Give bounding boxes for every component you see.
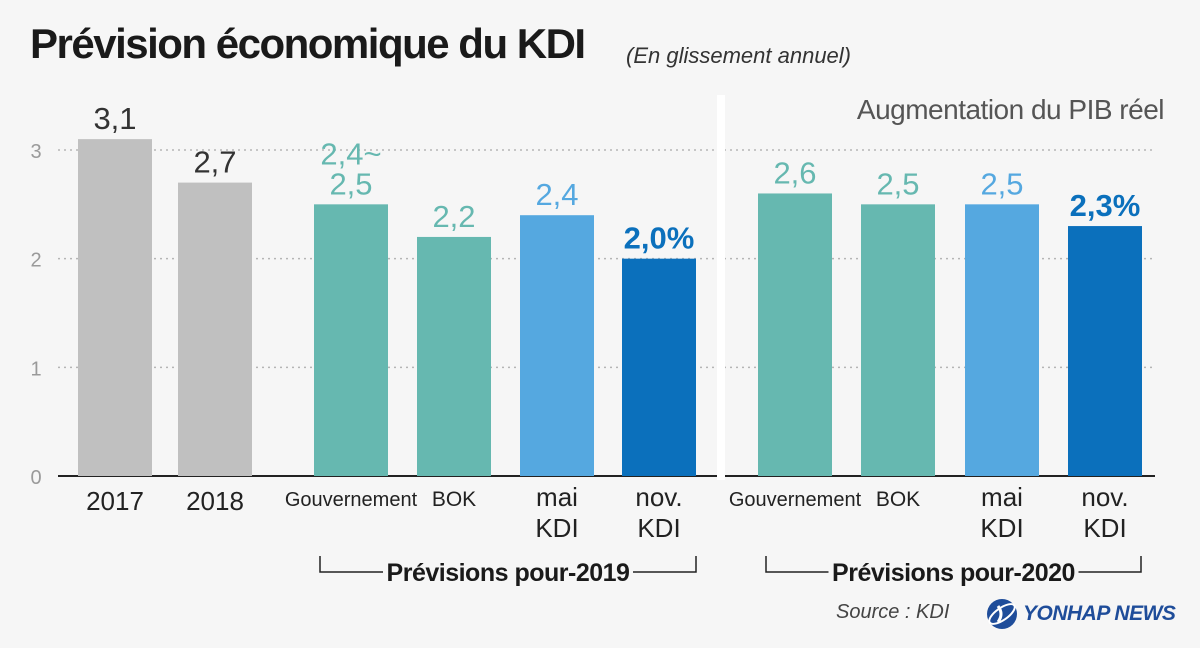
group-bracket-right: [1078, 556, 1142, 573]
x-category-label: BOK: [432, 488, 476, 511]
y-tick-label: 1: [30, 358, 41, 380]
x-category-label: Gouvernement: [729, 489, 862, 511]
x-category-label: nov.: [635, 482, 682, 512]
bar: [965, 204, 1039, 477]
bar-value-label: 2,2: [432, 199, 475, 234]
bar-value-label: 2,6: [773, 155, 816, 190]
x-category-label: KDI: [980, 513, 1023, 543]
bar: [417, 236, 491, 476]
y-tick-label: 2: [30, 250, 41, 272]
bar: [314, 204, 388, 477]
yonhap-logo: YONHAP NEWS: [985, 596, 1176, 632]
x-category-label: 2017: [86, 486, 144, 516]
y-axis-label: Augmentation du PIB réel: [856, 94, 1165, 125]
yonhap-globe-icon: [987, 599, 1017, 629]
y-tick-label: 3: [30, 141, 41, 163]
section-divider: [717, 95, 725, 480]
bar-value-label: 2,4: [535, 177, 578, 212]
x-category-label: 2018: [186, 486, 244, 516]
bar-value-label: 3,1: [93, 101, 136, 136]
bar-value-label: 2,3%: [1070, 188, 1141, 223]
x-category-label: BOK: [876, 488, 920, 511]
group-label: Prévisions pour-2020: [832, 559, 1075, 587]
bar: [520, 215, 594, 476]
group-bracket-right: [633, 556, 697, 573]
bar-value-label: 2,5: [329, 166, 372, 201]
x-category-label: KDI: [1083, 513, 1126, 543]
bar-value-label: 2,0%: [624, 221, 695, 256]
x-category-label: KDI: [535, 513, 578, 543]
group-bracket-left: [319, 556, 383, 573]
x-category-label: KDI: [637, 513, 680, 543]
brand-name: YONHAP NEWS: [1023, 602, 1176, 625]
bar: [861, 204, 935, 477]
source-note: Source : KDI: [836, 601, 950, 623]
bar: [78, 139, 152, 476]
group-label: Prévisions pour-2019: [387, 559, 630, 587]
bar-value-label: 2,5: [980, 166, 1023, 201]
x-category-label: mai: [536, 482, 578, 512]
bar: [758, 193, 832, 476]
group-bracket-left: [765, 556, 829, 573]
chart-title: Prévision économique du KDI: [30, 20, 586, 67]
bar: [178, 182, 252, 476]
y-tick-label: 0: [30, 467, 41, 489]
x-category-label: mai: [981, 482, 1023, 512]
chart-subtitle: (En glissement annuel): [626, 43, 852, 68]
bar: [622, 258, 696, 476]
x-category-label: nov.: [1081, 482, 1128, 512]
bar-value-label: 2,5: [876, 166, 919, 201]
bar-value-label: 2,7: [193, 145, 236, 180]
bar: [1068, 226, 1142, 476]
x-category-label: Gouvernement: [285, 489, 418, 511]
bar-value-label: 2,4~: [320, 136, 381, 171]
